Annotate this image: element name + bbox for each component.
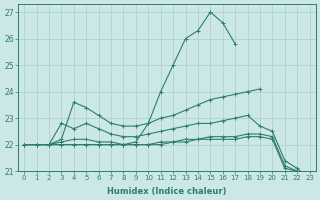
X-axis label: Humidex (Indice chaleur): Humidex (Indice chaleur) (107, 187, 227, 196)
